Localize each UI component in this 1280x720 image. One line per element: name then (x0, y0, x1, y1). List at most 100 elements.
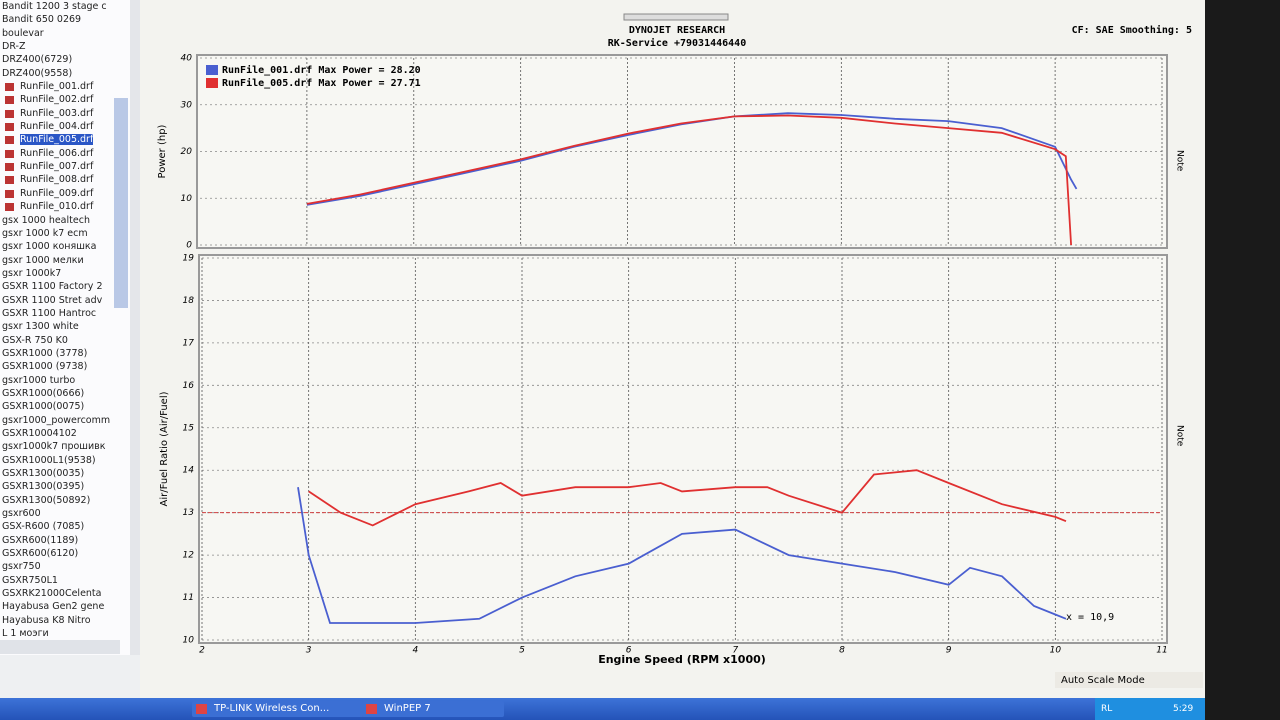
y-axis-title: Air/Fuel Ratio (Air/Fuel) (159, 391, 170, 506)
file-item[interactable]: RunFile_004.drf (0, 120, 130, 133)
file-item[interactable]: GSXR1300(0035) (0, 467, 130, 480)
file-item[interactable]: GSX-R600 (7085) (0, 520, 130, 533)
file-item[interactable]: GSXR600(6120) (0, 547, 130, 560)
subtitle: RK-Service +79031446440 (608, 37, 746, 49)
file-label: gsxr 1000 k7 ecm (2, 227, 88, 239)
file-item[interactable]: RunFile_006.drf (0, 147, 130, 160)
file-item[interactable]: GSXRK21000Celenta (0, 587, 130, 600)
file-item[interactable]: gsxr750 (0, 560, 130, 573)
file-item[interactable]: RunFile_005.drf (0, 133, 130, 146)
file-item[interactable]: gsxr1000k7 прошивк (0, 440, 130, 453)
file-label: RunFile_010.drf (20, 201, 94, 213)
file-label: gsxr 1000 коняшка (2, 241, 97, 253)
file-item[interactable]: gsxr 1000 коняшка (0, 240, 130, 253)
file-item[interactable]: RunFile_008.drf (0, 173, 130, 186)
file-item[interactable]: DRZ400(6729) (0, 53, 130, 66)
y-tick-label: 18 (183, 296, 195, 306)
file-item[interactable]: gsxr 1300 white (0, 320, 130, 333)
file-label: DR-Z (2, 41, 26, 53)
x-tick-label: 10 (1050, 646, 1062, 656)
file-item[interactable]: L 1 моэги (0, 627, 130, 640)
x-tick-label: 2 (199, 646, 205, 656)
file-label: GSXR1000L1(9538) (2, 454, 96, 466)
x-tick-label: 3 (306, 646, 312, 656)
annotation: x = 10,9 (1066, 612, 1114, 623)
file-item[interactable]: GSXR1000L1(9538) (0, 454, 130, 467)
file-item[interactable]: gsx 1000 healtech (0, 214, 130, 227)
file-item[interactable]: RunFile_001.drf (0, 80, 130, 93)
task-button[interactable]: WinPEP 7 (362, 701, 504, 717)
file-label: GSXR600(6120) (2, 548, 79, 560)
file-label: RunFile_006.drf (20, 147, 94, 159)
x-tick-label: 6 (626, 646, 632, 656)
file-item[interactable]: boulevar (0, 27, 130, 40)
x-tick-label: 9 (946, 646, 952, 656)
file-item[interactable]: GSXR1000(0666) (0, 387, 130, 400)
file-label: GSXR1000 (3778) (2, 347, 88, 359)
file-label: L 1 моэги (2, 628, 49, 640)
file-item[interactable]: RunFile_002.drf (0, 93, 130, 106)
file-item[interactable]: GSXR1300(0395) (0, 480, 130, 493)
file-item[interactable]: gsxr 1000k7 (0, 267, 130, 280)
file-item[interactable]: RunFile_010.drf (0, 200, 130, 213)
file-item[interactable]: Hayabusa K8 Nitro (0, 614, 130, 627)
file-item[interactable]: Bandit 1200 3 stage c (0, 0, 130, 13)
y-tick-label: 19 (183, 254, 195, 264)
file-item[interactable]: GSXR600(1189) (0, 534, 130, 547)
file-label: GSXR1000(0666) (2, 387, 85, 399)
x-tick-label: 5 (519, 646, 525, 656)
title: DYNOJET RESEARCH (629, 25, 725, 36)
y-tick-label: 11 (183, 593, 194, 603)
scroll-thumb[interactable] (114, 98, 128, 308)
file-item[interactable]: GSXR1000 (9738) (0, 360, 130, 373)
file-list[interactable]: Bandit 1200 3 stage c Bandit 650 0269 boul… (0, 0, 131, 655)
file-item[interactable]: GSXR 1100 Stret adv (0, 294, 130, 307)
clock: 5:29 (1173, 704, 1194, 714)
file-item[interactable]: DR-Z (0, 40, 130, 53)
file-item[interactable]: gsxr 1000 мелки (0, 254, 130, 267)
y-tick-label: 20 (181, 147, 193, 157)
y-axis-title: Power (hp) (157, 124, 168, 178)
file-label: RunFile_002.drf (20, 94, 94, 106)
x-tick-label: 8 (839, 646, 845, 656)
lang[interactable]: RL (1101, 704, 1113, 714)
file-item[interactable]: RunFile_007.drf (0, 160, 130, 173)
data-line (297, 487, 1067, 624)
task-button[interactable]: TP-LINK Wireless Con... (192, 701, 364, 717)
file-item[interactable]: Hayabusa Gen2 gene (0, 600, 130, 613)
file-item[interactable]: GSXR1300(50892) (0, 494, 130, 507)
file-item[interactable]: gsxr1000_powercomm (0, 414, 130, 427)
y-tick-label: 15 (183, 423, 195, 433)
file-label: GSXR600(1189) (2, 534, 79, 546)
file-item[interactable]: RunFile_003.drf (0, 107, 130, 120)
file-item[interactable]: GSXR10004102 (0, 427, 130, 440)
screen: Bandit 1200 3 stage c Bandit 650 0269 boul… (0, 0, 1205, 720)
file-item[interactable]: GSXR 1100 Hantroc (0, 307, 130, 320)
file-item[interactable]: gsxr1000 turbo (0, 374, 130, 387)
file-label: GSXR 1100 Hantroc (2, 307, 97, 319)
file-item[interactable]: GSXR1000 (3778) (0, 347, 130, 360)
file-label: gsxr1000_powercomm (2, 414, 111, 426)
x-tick-label: 4 (412, 646, 418, 656)
status-box (1055, 672, 1203, 688)
splitter[interactable] (623, 13, 729, 21)
file-label: GSXR 1100 Stret adv (2, 294, 103, 306)
file-label: RunFile_005.drf (20, 134, 94, 146)
file-label: gsxr600 (2, 508, 41, 520)
file-label: GSXR1300(50892) (2, 494, 91, 506)
file-item[interactable]: gsxr600 (0, 507, 130, 520)
file-item[interactable]: GSXR 1100 Factory 2 (0, 280, 130, 293)
h-scrollbar[interactable] (0, 640, 120, 654)
file-item[interactable]: gsxr 1000 k7 ecm (0, 227, 130, 240)
file-label: GSXR1300(0035) (2, 468, 85, 480)
file-item[interactable]: RunFile_009.drf (0, 187, 130, 200)
scrollbar[interactable] (130, 0, 142, 655)
file-label: RunFile_008.drf (20, 174, 94, 186)
file-item[interactable]: GSXR1000(0075) (0, 400, 130, 413)
file-item[interactable]: GSX-R 750 K0 (0, 334, 130, 347)
file-label: GSXR750L1 (2, 574, 58, 586)
file-item[interactable]: Bandit 650 0269 (0, 13, 130, 26)
file-item[interactable]: DRZ400(9558) (0, 67, 130, 80)
file-item[interactable]: GSXR750L1 (0, 574, 130, 587)
x-axis-title: Engine Speed (RPM x1000) (598, 653, 766, 666)
